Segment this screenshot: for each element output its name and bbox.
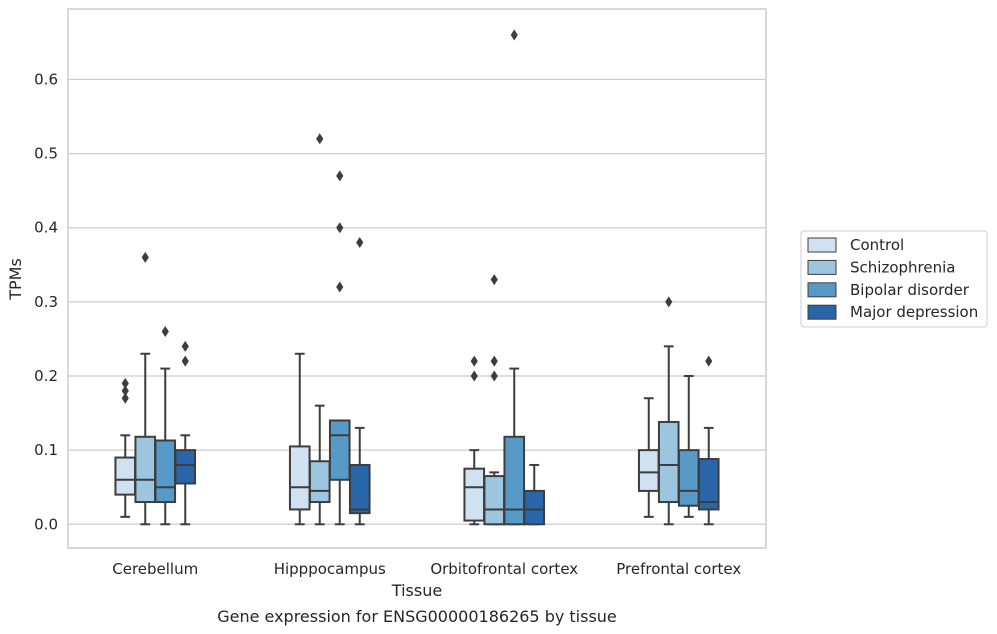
y-tick-label: 0.0 bbox=[34, 515, 58, 533]
legend-label: Control bbox=[850, 236, 904, 254]
y-tick-label: 0.4 bbox=[34, 219, 58, 237]
box-iqr bbox=[328, 419, 351, 481]
box-2-3 bbox=[523, 463, 546, 526]
box-3-1 bbox=[657, 345, 680, 526]
outlier-point bbox=[181, 355, 189, 367]
box-iqr bbox=[637, 449, 660, 492]
y-tick-label: 0.5 bbox=[34, 145, 58, 163]
outlier-point bbox=[121, 392, 129, 404]
box-iqr bbox=[308, 460, 331, 504]
legend-label: Bipolar disorder bbox=[850, 281, 970, 299]
box-3-0 bbox=[637, 397, 660, 518]
box-2-0 bbox=[463, 449, 486, 526]
legend-frame bbox=[800, 230, 988, 328]
y-tick-labels: 0.0 0.1 0.2 0.3 0.4 0.5 0.6 bbox=[34, 70, 58, 533]
outlier-point bbox=[356, 237, 364, 249]
box-1-2 bbox=[328, 419, 351, 526]
box-1-0 bbox=[288, 352, 311, 526]
outlier-point bbox=[470, 355, 478, 367]
box-iqr bbox=[463, 467, 486, 522]
outlier-point bbox=[121, 377, 129, 389]
x-axis-label: Tissue bbox=[391, 581, 442, 600]
outlier-point bbox=[316, 133, 324, 145]
outlier-point bbox=[336, 170, 344, 182]
y-tick-label: 0.6 bbox=[34, 70, 58, 88]
legend-swatch bbox=[807, 259, 837, 275]
box-iqr bbox=[523, 489, 546, 526]
box-2-2 bbox=[503, 367, 526, 526]
outlier-point bbox=[336, 281, 344, 293]
outlier-point bbox=[336, 222, 344, 234]
legend-swatch bbox=[807, 282, 837, 298]
box-0-2 bbox=[154, 367, 177, 526]
box-iqr bbox=[483, 475, 506, 526]
outlier-point bbox=[490, 370, 498, 382]
box-iqr bbox=[134, 435, 157, 504]
box-3-2 bbox=[677, 374, 700, 518]
outlier-point bbox=[510, 29, 518, 41]
chart-caption: Gene expression for ENSG00000186265 by t… bbox=[217, 607, 617, 626]
box-iqr bbox=[657, 420, 680, 504]
y-axis-label: TPMs bbox=[6, 258, 25, 301]
outlier-point bbox=[470, 370, 478, 382]
outlier-point bbox=[490, 274, 498, 286]
y-tick-label: 0.3 bbox=[34, 293, 58, 311]
outlier-point bbox=[121, 385, 129, 397]
box-iqr bbox=[114, 456, 137, 496]
legend-label: Schizophrenia bbox=[850, 258, 955, 276]
box-iqr bbox=[288, 445, 311, 511]
outliers bbox=[121, 29, 713, 404]
legend: Control Schizophrenia Bipolar disorder Majo… bbox=[800, 230, 988, 328]
boxes bbox=[114, 345, 720, 526]
box-2-1 bbox=[483, 471, 506, 526]
x-tick-label: Cerebellum bbox=[112, 560, 198, 578]
x-tick-label: Orbitofrontal cortex bbox=[430, 560, 578, 578]
box-0-0 bbox=[114, 434, 137, 518]
box-1-1 bbox=[308, 404, 331, 526]
outlier-point bbox=[490, 355, 498, 367]
x-tick-labels: Cerebellum Hipppocampus Orbitofrontal cort… bbox=[112, 560, 741, 578]
y-tick-label: 0.1 bbox=[34, 441, 58, 459]
box-iqr bbox=[348, 463, 371, 515]
box-iqr bbox=[174, 449, 197, 485]
box-3-3 bbox=[697, 426, 720, 526]
x-tick-label: Prefrontal cortex bbox=[616, 560, 741, 578]
legend-swatch bbox=[807, 304, 837, 320]
legend-swatch bbox=[807, 237, 837, 253]
box-iqr bbox=[697, 458, 720, 511]
box-iqr bbox=[154, 439, 177, 504]
outlier-point bbox=[181, 340, 189, 352]
outlier-point bbox=[705, 355, 713, 367]
x-tick-label: Hipppocampus bbox=[274, 560, 386, 578]
box-iqr bbox=[677, 449, 700, 507]
outlier-point bbox=[141, 251, 149, 263]
outlier-point bbox=[665, 296, 673, 308]
box-0-3 bbox=[174, 434, 197, 526]
box-0-1 bbox=[134, 352, 157, 526]
outlier-point bbox=[161, 326, 169, 338]
plot-frame bbox=[67, 8, 767, 549]
box-1-3 bbox=[348, 426, 371, 526]
legend-label: Major depression bbox=[850, 303, 978, 321]
y-tick-label: 0.2 bbox=[34, 367, 58, 385]
box-iqr bbox=[503, 435, 526, 526]
